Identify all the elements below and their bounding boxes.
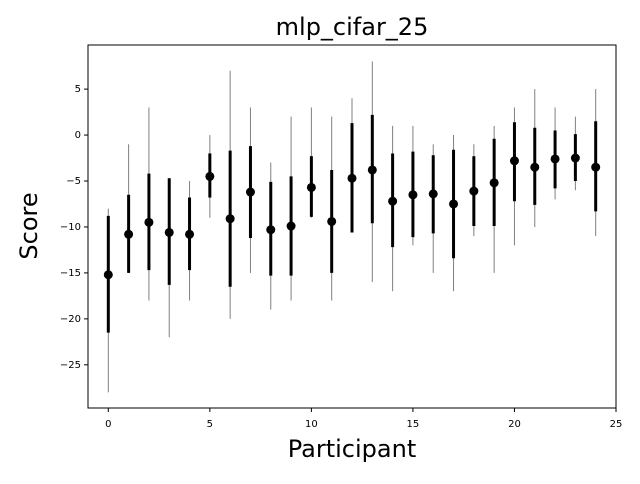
chart-title: mlp_cifar_25 bbox=[276, 13, 429, 41]
mean-dot bbox=[530, 162, 540, 172]
mean-dot bbox=[245, 187, 255, 197]
mean-dot bbox=[327, 216, 337, 226]
mean-dot bbox=[428, 189, 438, 199]
y-tick-label: −15 bbox=[60, 268, 81, 279]
mean-dot bbox=[570, 153, 580, 163]
mean-dot bbox=[185, 229, 195, 239]
y-tick-label: 0 bbox=[75, 130, 81, 141]
x-tick-label: 25 bbox=[610, 419, 623, 430]
mean-dot bbox=[489, 178, 499, 188]
mean-dot bbox=[449, 199, 459, 209]
y-tick-label: 5 bbox=[75, 84, 81, 95]
mean-dot bbox=[286, 221, 296, 231]
mean-dot bbox=[225, 214, 235, 224]
mean-dot bbox=[550, 154, 560, 164]
x-tick-label: 5 bbox=[207, 419, 213, 430]
y-tick-label: −10 bbox=[60, 222, 81, 233]
x-tick-label: 15 bbox=[407, 419, 420, 430]
x-tick-label: 20 bbox=[508, 419, 521, 430]
mean-dot bbox=[367, 165, 377, 175]
mean-dot bbox=[103, 270, 113, 280]
x-tick-label: 0 bbox=[105, 419, 111, 430]
mean-dot bbox=[509, 156, 519, 166]
mean-dot bbox=[388, 196, 398, 206]
mean-dot bbox=[469, 186, 479, 196]
mean-dot bbox=[347, 173, 357, 183]
mean-dot bbox=[591, 162, 601, 172]
mean-dot bbox=[306, 182, 316, 192]
mean-dot bbox=[408, 190, 418, 200]
x-axis-label: Participant bbox=[288, 435, 416, 463]
x-tick-label: 10 bbox=[305, 419, 318, 430]
y-axis-label: Score bbox=[15, 192, 43, 259]
mean-dot bbox=[266, 225, 276, 235]
mean-dot bbox=[164, 227, 174, 237]
y-tick-label: −25 bbox=[60, 360, 81, 371]
mean-dot bbox=[124, 229, 134, 239]
mean-dot bbox=[144, 217, 154, 227]
y-tick-label: −5 bbox=[66, 176, 81, 187]
mean-dot bbox=[205, 171, 215, 181]
y-tick-label: −20 bbox=[60, 314, 81, 325]
